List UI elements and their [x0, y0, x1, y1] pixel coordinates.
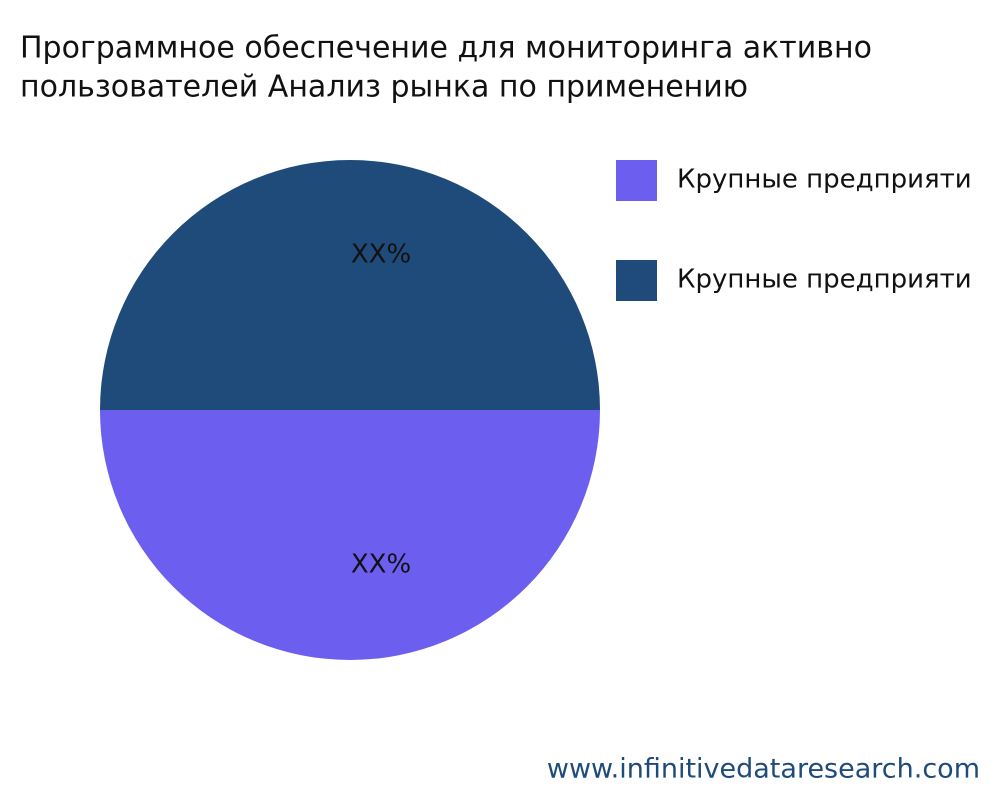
- slice-label: XX%: [351, 550, 411, 580]
- chart-title-line: пользователей Анализ рынка по применению: [20, 70, 748, 105]
- pie-slice: [100, 410, 600, 660]
- legend-swatch: [616, 160, 657, 201]
- slice-label: XX%: [351, 240, 411, 270]
- watermark: www.infinitivedataresearch.com: [547, 754, 980, 785]
- legend-label: Крупные предприяти: [677, 265, 972, 295]
- legend-label: Крупные предприяти: [677, 165, 972, 195]
- chart-title-line: Программное обеспечение для мониторинга …: [20, 31, 872, 66]
- pie-slice: [100, 160, 600, 410]
- legend-swatch: [616, 260, 657, 301]
